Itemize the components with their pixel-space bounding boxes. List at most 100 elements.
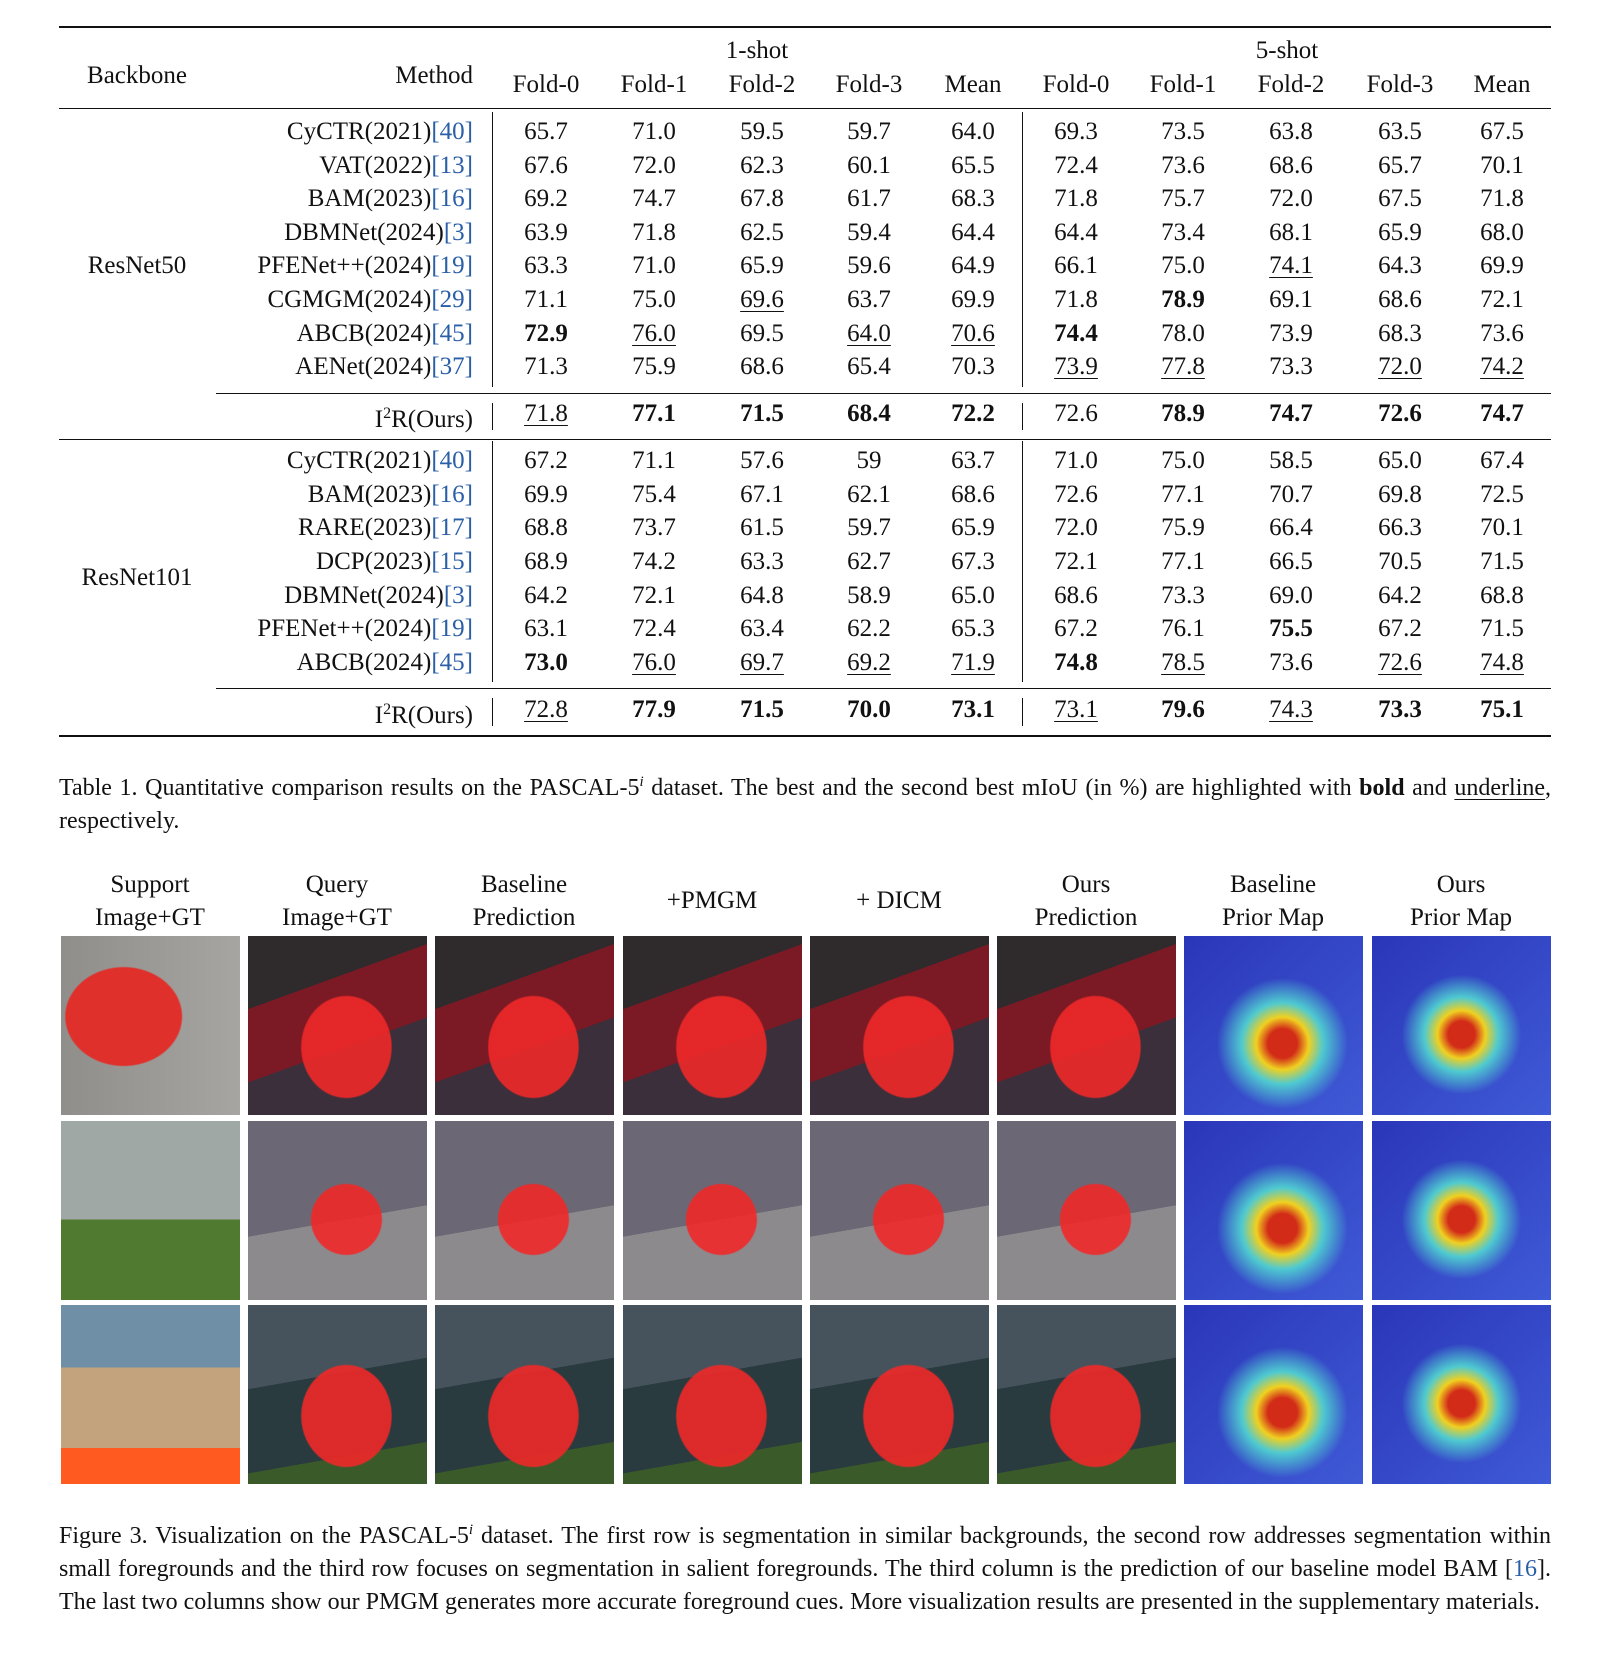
method: BAM(2023)[16] [308,478,473,512]
cell: 64.8 [740,581,784,609]
cell: 61.5 [740,514,784,542]
method: CyCTR(2021)[40] [287,444,473,478]
cell: 74.4 [1054,319,1098,347]
caption-text: underline [1454,775,1546,801]
cell: 58.9 [847,581,891,609]
cell: 72.1 [1054,548,1098,575]
rule [1022,698,1023,726]
cell: 69.9 [1480,252,1524,280]
cell: 71.8 [1480,185,1524,213]
cell: 65.9 [951,514,995,542]
cell: 59.6 [847,252,891,280]
figure-image [809,936,989,1115]
cell: 58.5 [1269,447,1313,475]
citation: [15] [431,548,473,575]
cell: 72.2 [951,400,995,428]
caption-text: 16 [1513,1556,1537,1582]
cell: 69.7 [740,648,784,676]
cell: 71.1 [524,286,568,313]
cell: 63.1 [524,615,568,643]
cell: 63.7 [951,447,995,475]
cell: 64.3 [1378,252,1422,280]
cell: 75.9 [632,353,676,381]
figure-image [996,1305,1176,1484]
cell: 78.5 [1161,648,1205,676]
backbone: ResNet101 [81,564,193,591]
method: PFENet++(2024)[19] [257,612,473,646]
cell: 63.8 [1269,118,1313,145]
rule [59,734,1551,737]
cell: 73.1 [1054,695,1098,723]
method: CGMGM(2024)[29] [267,283,473,317]
method-name: DBMNet(2024) [284,218,444,246]
cell: 60.1 [847,151,891,179]
column-header: Prior Map [1409,904,1513,931]
cell: 71.8 [632,218,676,246]
citation: [16] [431,480,473,508]
caption-text: , respectively. [59,775,1552,834]
superscript: 2 [383,700,392,718]
cell: 75.1 [1480,695,1524,723]
method-name: PFENet++(2024) [257,252,432,280]
cell: 64.2 [524,581,568,609]
method: RARE(2023)[17] [298,511,473,545]
figure-image [60,936,240,1115]
method-name: AENet(2024) [295,353,432,381]
header-fold: Fold-0 [1042,71,1110,98]
cell: 77.8 [1161,353,1205,381]
method-name: PFENet++(2024) [257,615,432,643]
cell: 59.4 [847,218,891,246]
method-name: I [374,701,384,729]
cell: 63.7 [847,286,891,313]
cell: 67.3 [951,548,995,575]
figure-image [622,936,802,1115]
cell: 67.2 [1054,615,1098,643]
cell: 72.0 [632,151,676,179]
cell: 67.6 [524,151,568,179]
cell: 69.9 [951,286,995,313]
method-name: CGMGM(2024) [267,286,432,313]
caption-text: bold [1359,775,1405,801]
figure-image [434,1305,614,1484]
cell: 69.8 [1378,480,1422,508]
cell: 75.9 [1161,514,1205,542]
cell: 68.6 [1378,286,1422,313]
rule [1022,441,1023,683]
cell: 62.3 [740,151,784,179]
cell: 75.0 [632,286,676,313]
figure-image [1183,936,1363,1115]
column-header: + DICM [856,887,942,914]
figure-image [1183,1121,1363,1300]
cell: 77.9 [632,695,676,723]
cell: 66.4 [1269,514,1313,542]
cell: 63.3 [524,252,568,280]
citation: [13] [431,151,473,179]
column-header: Image+GT [95,904,205,931]
figure-image [809,1121,989,1300]
cell: 62.7 [847,548,891,575]
header-method: Method [395,62,473,89]
cell: 72.6 [1378,648,1422,676]
cell: 65.9 [1378,218,1422,246]
column-header: Query [305,871,369,898]
rule [492,441,493,683]
figure-image [622,1121,802,1300]
header-fold: Fold-3 [1366,71,1434,98]
cell: 65.3 [951,615,995,643]
cell: 72.6 [1054,480,1098,508]
method-name: DCP(2023) [316,548,432,575]
caption-text: Figure 3. Visualization on the PASCAL-5 [59,1523,469,1549]
figure-image [60,1121,240,1300]
cell: 63.5 [1378,118,1422,145]
cell: 64.0 [951,118,995,145]
cell: 64.4 [1054,218,1098,246]
method-name: BAM(2023) [307,480,432,508]
cell: 68.8 [1480,581,1524,609]
method-name: CyCTR(2021) [286,118,432,145]
rule [216,688,1551,690]
cell: 71.5 [740,400,784,428]
method: DBMNet(2024)[3] [284,216,473,250]
cell: 64.0 [847,319,891,347]
cell: 61.7 [847,185,891,213]
citation: [19] [431,615,473,643]
